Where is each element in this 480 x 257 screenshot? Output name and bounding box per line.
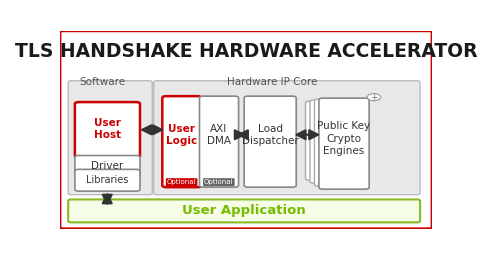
Text: TLS HANDSHAKE HARDWARE ACCELERATOR: TLS HANDSHAKE HARDWARE ACCELERATOR: [15, 42, 477, 61]
Text: Hardware IP Core: Hardware IP Core: [227, 77, 317, 87]
Text: Software: Software: [80, 77, 126, 87]
FancyBboxPatch shape: [200, 96, 239, 187]
Text: +: +: [370, 93, 378, 102]
Text: User Application: User Application: [182, 204, 306, 217]
Text: Load
Dispatcher: Load Dispatcher: [242, 124, 299, 146]
FancyBboxPatch shape: [68, 81, 152, 195]
FancyBboxPatch shape: [305, 101, 356, 180]
FancyBboxPatch shape: [60, 31, 432, 229]
Text: User
Host: User Host: [94, 118, 121, 140]
Text: Optional: Optional: [167, 179, 196, 185]
FancyBboxPatch shape: [314, 99, 365, 186]
Text: AXI
DMA: AXI DMA: [207, 124, 231, 146]
FancyBboxPatch shape: [68, 199, 420, 222]
Text: Optional: Optional: [204, 179, 234, 185]
Text: User
Logic: User Logic: [166, 124, 197, 146]
FancyBboxPatch shape: [162, 96, 202, 187]
Circle shape: [367, 94, 381, 101]
FancyBboxPatch shape: [75, 169, 140, 191]
Text: Driver: Driver: [91, 161, 123, 171]
Text: Public Key
Crypto
Engines: Public Key Crypto Engines: [317, 121, 371, 156]
FancyBboxPatch shape: [75, 155, 140, 177]
FancyBboxPatch shape: [244, 96, 296, 187]
FancyBboxPatch shape: [319, 98, 369, 189]
Text: Libraries: Libraries: [86, 175, 129, 185]
FancyBboxPatch shape: [310, 100, 360, 183]
FancyBboxPatch shape: [75, 102, 140, 158]
FancyBboxPatch shape: [154, 81, 420, 195]
